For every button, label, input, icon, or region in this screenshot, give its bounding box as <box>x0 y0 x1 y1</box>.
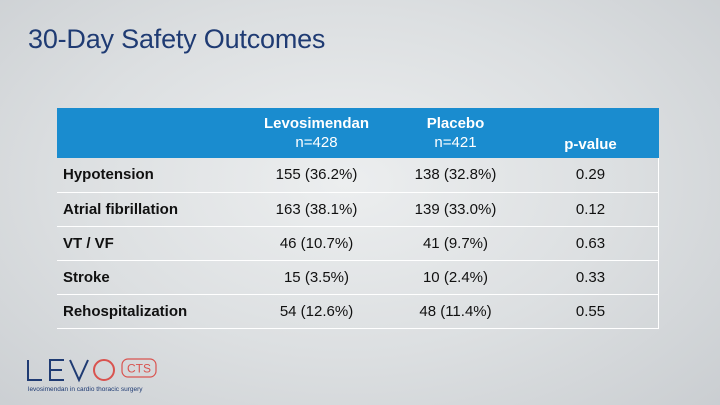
cell-levosimendan: 46 (10.7%) <box>279 234 354 252</box>
table-row: Rehospitalization 54 (12.6%) 48 (11.4%) … <box>57 294 659 328</box>
cell-p-value: 0.29 <box>575 166 606 184</box>
slide-title: 30-Day Safety Outcomes <box>28 24 326 54</box>
row-label: Stroke <box>63 268 110 286</box>
header-levosimendan-n: n=428 <box>295 134 338 151</box>
header-placebo-n: n=421 <box>434 134 477 151</box>
row-label: Hypotension <box>63 166 154 184</box>
cell-levosimendan: 163 (38.1%) <box>275 200 358 218</box>
row-label: Rehospitalization <box>63 302 188 320</box>
table-row: Atrial fibrillation 163 (38.1%) 139 (33.… <box>57 192 659 226</box>
header-placebo: Placebo n=421 <box>389 108 522 158</box>
cell-placebo: 48 (11.4%) <box>419 302 492 320</box>
logo-tagline-text: levosimendan in cardio thoracic surgery <box>28 386 143 393</box>
cell-placebo: 10 (2.4%) <box>422 268 489 286</box>
cell-p-value: 0.63 <box>575 234 606 252</box>
cell-placebo: 41 (9.7%) <box>422 234 489 252</box>
header-placebo-name: Placebo <box>426 115 485 132</box>
table-row: Hypotension 155 (36.2%) 138 (32.8%) 0.29 <box>57 158 659 192</box>
safety-outcomes-table: Levosimendan n=428 Placebo n=421 p-value… <box>57 108 659 329</box>
cell-p-value: 0.12 <box>575 200 606 218</box>
cell-levosimendan: 54 (12.6%) <box>279 302 354 320</box>
levo-cts-logo-graphic: CTS levosimendan in cardio thoracic surg… <box>27 358 157 393</box>
table-row: VT / VF 46 (10.7%) 41 (9.7%) 0.63 <box>57 226 659 260</box>
logo-badge-text: CTS <box>127 362 151 376</box>
header-levosimendan-name: Levosimendan <box>263 115 370 132</box>
cell-levosimendan: 15 (3.5%) <box>283 268 350 286</box>
table-header-row: Levosimendan n=428 Placebo n=421 p-value <box>57 108 659 158</box>
header-levosimendan: Levosimendan n=428 <box>244 108 389 158</box>
header-blank <box>57 108 244 158</box>
header-p-value: p-value <box>564 136 617 153</box>
cell-placebo: 139 (33.0%) <box>414 200 497 218</box>
cell-levosimendan: 155 (36.2%) <box>275 166 358 184</box>
cell-p-value: 0.33 <box>575 268 606 286</box>
levo-cts-logo: CTS levosimendan in cardio thoracic surg… <box>26 354 196 394</box>
cell-placebo: 138 (32.8%) <box>414 166 497 184</box>
row-label: VT / VF <box>63 234 114 252</box>
table-row: Stroke 15 (3.5%) 10 (2.4%) 0.33 <box>57 260 659 294</box>
cell-p-value: 0.55 <box>575 302 606 320</box>
row-label: Atrial fibrillation <box>63 200 179 218</box>
